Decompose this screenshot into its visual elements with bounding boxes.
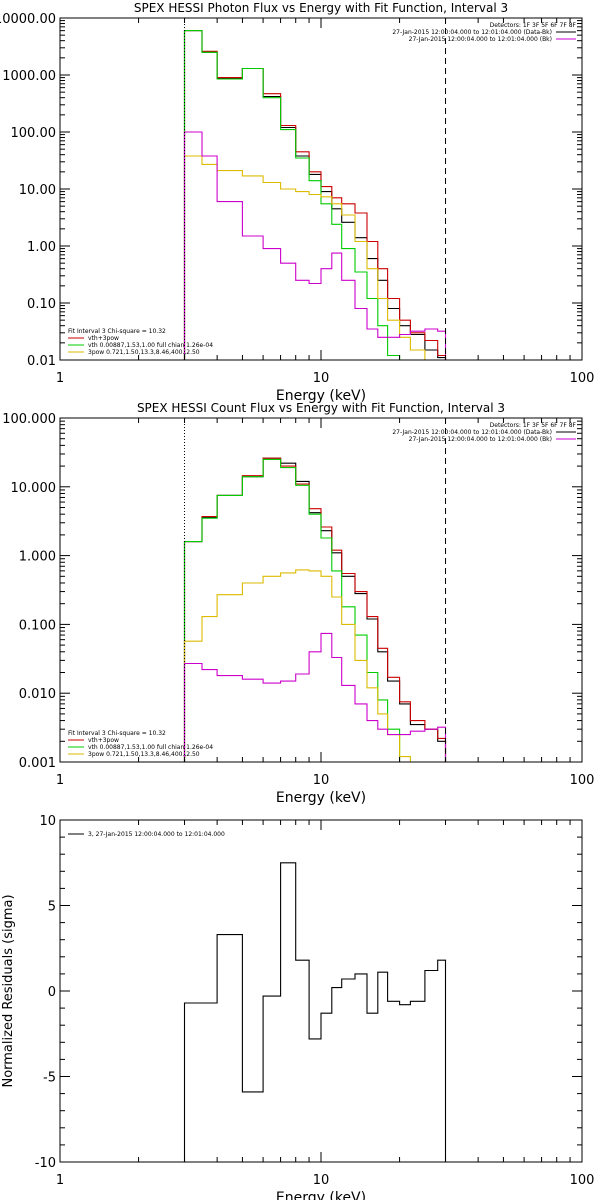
legend-entry: vth 0.00887,1.53,1.00 full chian 1.26e-0… bbox=[88, 744, 213, 751]
x-axis-label: Energy (keV) bbox=[276, 388, 366, 404]
x-tick-label: 100 bbox=[570, 371, 595, 386]
series-line-data-bk bbox=[183, 457, 447, 762]
legend-entry: 3pow 0.721,1.50,13.3,8.46,400.,2.50 bbox=[88, 349, 200, 356]
y-tick-label: 100.000 bbox=[2, 412, 56, 427]
y-tick-label: 0.01 bbox=[27, 354, 56, 369]
axes-frame bbox=[59, 417, 583, 763]
chart-title: SPEX HESSI Count Flux vs Energy with Fit… bbox=[137, 401, 505, 415]
plot-area bbox=[183, 30, 447, 360]
legend-entry: vth+3pow bbox=[88, 335, 119, 342]
y-tick-label: 10.00 bbox=[19, 183, 56, 198]
legend-entry: Fit Interval 3 Chi-square = 10.32 bbox=[68, 328, 166, 335]
x-tick-label: 10 bbox=[313, 773, 330, 788]
y-tick-label: 1.000 bbox=[19, 550, 56, 565]
y-tick-label: 0 bbox=[48, 985, 56, 1000]
plot-area bbox=[183, 457, 447, 762]
axes-frame bbox=[59, 819, 583, 1163]
y-tick-label: 1.00 bbox=[27, 240, 56, 255]
x-axis-label: Energy (keV) bbox=[276, 790, 366, 806]
y-tick-label: 100.00 bbox=[11, 126, 57, 141]
chart-panel-3: 1 10 100 Energy (keV) -10 -5 0 5 10 Normalized Re… bbox=[1, 814, 594, 1200]
legend-entry: vth+3pow bbox=[88, 737, 119, 744]
x-tick-label: 1 bbox=[56, 1173, 64, 1188]
x-tick-label: 100 bbox=[570, 1173, 595, 1188]
series-line-bk bbox=[183, 131, 447, 360]
chart-title: SPEX HESSI Photon Flux vs Energy with Fi… bbox=[134, 1, 508, 15]
header-annotation: Detectors: 1F 3F 5F 6F 7F 8F bbox=[490, 422, 577, 429]
y-tick-label: 1000.00 bbox=[2, 69, 56, 84]
series-line-3pow bbox=[183, 155, 426, 360]
header-annotation: 27-Jan-2015 12:00:04.000 to 12:01:04.000… bbox=[409, 436, 552, 443]
x-tick-label: 10 bbox=[313, 371, 330, 386]
header-annotation: 27-Jan-2015 12:00:04.000 to 12:01:04.000… bbox=[392, 29, 552, 36]
legend-entry: 3, 27-Jan-2015 12:00:04.000 to 12:01:04.… bbox=[88, 831, 225, 838]
y-tick-label: 10 bbox=[39, 814, 56, 829]
y-tick-label: 10000.00 bbox=[0, 12, 56, 27]
x-tick-label: 1 bbox=[56, 773, 64, 788]
x-tick-label: 1 bbox=[56, 371, 64, 386]
y-axis-label: Normalized Residuals (sigma) bbox=[1, 894, 16, 1087]
y-tick-label: -10 bbox=[35, 1156, 56, 1171]
chart-panel-1: SPEX HESSI Photon Flux vs Energy with Fi… bbox=[0, 1, 595, 404]
legend-entry: vth 0.00887,1.53,1.00 full chian 1.26e-0… bbox=[88, 342, 213, 349]
y-tick-label: 0.010 bbox=[19, 687, 56, 702]
legend-entry: Fit Interval 3 Chi-square = 10.32 bbox=[68, 730, 166, 737]
y-tick-label: 0.10 bbox=[27, 297, 56, 312]
header-annotation: 27-Jan-2015 12:00:04.000 to 12:01:04.000… bbox=[392, 429, 552, 436]
y-tick-label: 0.001 bbox=[19, 756, 56, 771]
series-line-3pow bbox=[183, 569, 411, 762]
series-line-vth bbox=[183, 30, 401, 360]
y-tick-label: 10.000 bbox=[11, 481, 57, 496]
y-tick-label: 0.100 bbox=[19, 618, 56, 633]
series-line-vth bbox=[183, 458, 401, 762]
header-annotation: Detectors: 1F 3F 5F 6F 7F 8F bbox=[490, 22, 577, 29]
series-line-data-bk bbox=[183, 30, 447, 360]
series-line-bk bbox=[183, 632, 447, 762]
plot-area bbox=[183, 862, 447, 1162]
x-tick-label: 100 bbox=[570, 773, 595, 788]
x-tick-label: 10 bbox=[313, 1173, 330, 1188]
legend-entry: 3pow 0.721,1.50,13.3,8.46,400.,2.50 bbox=[88, 751, 200, 758]
series-line-vth-3pow bbox=[183, 457, 447, 762]
y-tick-label: -5 bbox=[43, 1071, 56, 1086]
x-axis-label: Energy (keV) bbox=[276, 1190, 366, 1200]
header-annotation: 27-Jan-2015 12:00:04.000 to 12:01:04.000… bbox=[409, 36, 552, 43]
series-line-3-27-jan-2015-12-00-04-000-to-12-01-04-000 bbox=[183, 862, 447, 1162]
series-line-vth-3pow bbox=[183, 30, 447, 360]
y-tick-label: 5 bbox=[48, 900, 56, 915]
chart-panel-2: SPEX HESSI Count Flux vs Energy with Fit… bbox=[2, 401, 595, 806]
